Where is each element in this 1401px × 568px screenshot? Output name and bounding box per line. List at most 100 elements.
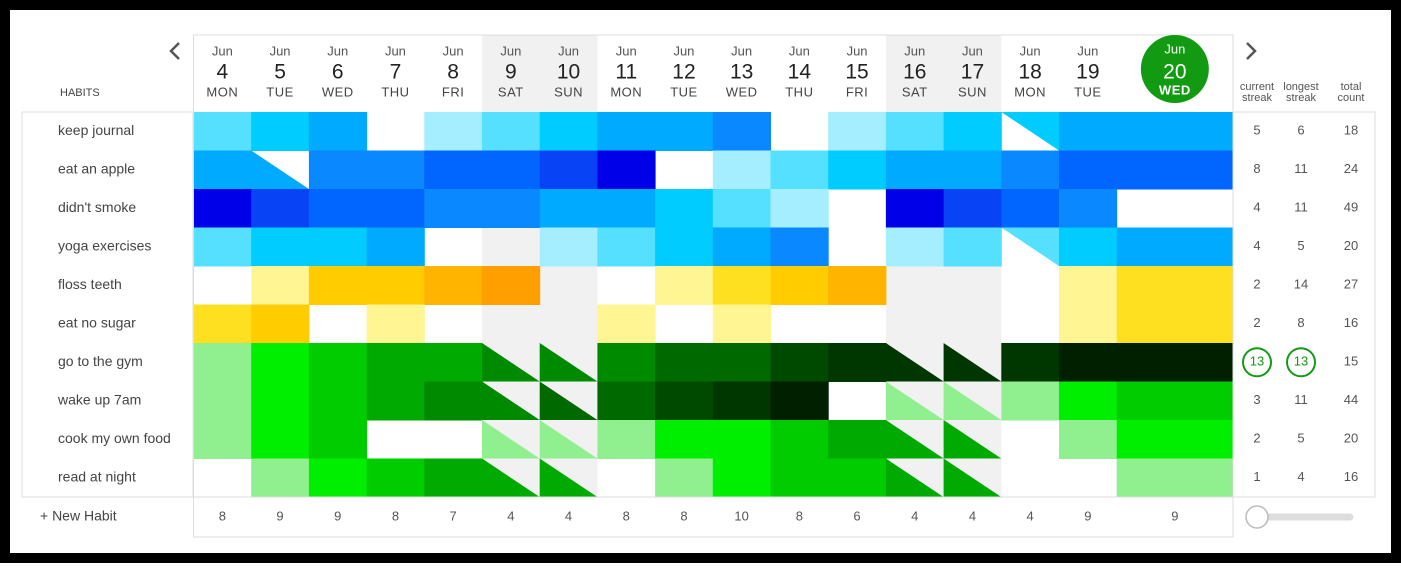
cell (308, 227, 368, 267)
next-button[interactable] (1246, 42, 1257, 60)
cell (251, 304, 310, 344)
stat-header: longest (1283, 81, 1318, 93)
cell (712, 227, 771, 267)
cell (308, 266, 368, 305)
habit-name[interactable]: eat no sugar (58, 314, 136, 330)
cell-partial (1001, 112, 1059, 151)
cell (712, 266, 771, 305)
habit-name[interactable]: keep journal (58, 122, 134, 138)
habit-stat: 27 (1344, 277, 1358, 292)
cell (539, 227, 598, 267)
cell (655, 266, 714, 305)
habit-name[interactable]: yoga exercises (58, 237, 151, 253)
habit-name[interactable]: read at night (58, 468, 136, 484)
cell (193, 381, 252, 421)
habit-name[interactable]: eat an apple (58, 160, 135, 176)
day-number: 6 (332, 61, 344, 84)
habit-name[interactable]: go to the gym (58, 353, 143, 369)
grid (193, 112, 1234, 498)
cell (712, 343, 771, 382)
cell-partial (251, 150, 309, 189)
day-weekday: THU (785, 84, 813, 99)
cell (770, 150, 829, 190)
cell-partial (943, 343, 1002, 382)
stat-header: streak (1286, 92, 1316, 104)
cell (712, 420, 771, 459)
cell (1059, 112, 1118, 151)
cell (1116, 112, 1234, 151)
slider-knob[interactable] (1245, 505, 1269, 529)
day-number: 14 (788, 61, 812, 84)
day-weekday: WED (726, 84, 758, 99)
day-weekday: FRI (846, 84, 868, 99)
day-month: Jun (847, 43, 868, 58)
habit-stat: 14 (1294, 277, 1308, 292)
habit-name[interactable]: floss teeth (58, 276, 122, 292)
cell (424, 150, 483, 190)
cell (251, 343, 310, 382)
habit-stat: 16 (1344, 469, 1358, 484)
cell (597, 189, 656, 228)
habit-stat: 5 (1297, 238, 1304, 253)
cell (424, 343, 483, 382)
day-number: 9 (505, 61, 517, 84)
day-number: 19 (1076, 61, 1099, 84)
cell (251, 266, 310, 305)
cell (712, 304, 771, 344)
cell (597, 112, 656, 151)
habit-stat: 24 (1344, 161, 1358, 176)
cell (885, 227, 945, 267)
habit-stat: 20 (1344, 431, 1358, 446)
cell-partial (885, 343, 944, 382)
daily-count: 4 (507, 508, 514, 523)
day-month: Jun (1020, 43, 1041, 58)
habit-name[interactable]: didn't smoke (58, 199, 136, 215)
cell (251, 381, 310, 421)
daily-count: 8 (392, 508, 399, 523)
day-month: Jun (212, 43, 233, 58)
daily-count: 4 (565, 508, 572, 523)
prev-button[interactable] (169, 42, 180, 60)
daily-count: 8 (219, 508, 226, 523)
day-month: Jun (558, 43, 579, 58)
day-month: Jun (904, 43, 925, 58)
cell (193, 227, 252, 267)
stat-header: current (1240, 81, 1274, 93)
habit-stat: 15 (1344, 354, 1358, 369)
day-month: Jun (731, 43, 752, 58)
day-number: 12 (672, 61, 695, 84)
cell-partial (539, 458, 598, 497)
cell-partial (539, 420, 598, 459)
cell (1116, 458, 1234, 498)
cell (366, 343, 425, 382)
cell (308, 112, 368, 151)
cell (1059, 420, 1118, 459)
cell-partial (539, 343, 598, 382)
habit-stat: 4 (1253, 200, 1260, 215)
cell (1001, 189, 1060, 228)
cell (655, 343, 714, 382)
day-weekday: WED (322, 84, 354, 99)
habit-stat: 49 (1344, 200, 1358, 215)
cell (308, 189, 368, 228)
cell (193, 112, 252, 151)
day-number: 8 (447, 61, 459, 84)
new-habit-button[interactable]: + New Habit (40, 508, 117, 524)
day-weekday: SUN (958, 84, 987, 99)
cell (1059, 189, 1118, 228)
cell (366, 458, 425, 498)
day-month: Jun (500, 43, 521, 58)
cell-partial (482, 420, 540, 459)
cell-partial (885, 458, 944, 497)
habit-name[interactable]: cook my own food (58, 430, 171, 446)
cell (828, 112, 887, 151)
cell (597, 420, 656, 459)
cell (539, 150, 598, 190)
habit-stat: 11 (1294, 200, 1308, 215)
day-weekday: TUE (1074, 84, 1102, 99)
cell (597, 150, 656, 190)
day-number: 5 (274, 61, 286, 84)
habit-name[interactable]: wake up 7am (57, 391, 141, 407)
cell (424, 189, 483, 228)
